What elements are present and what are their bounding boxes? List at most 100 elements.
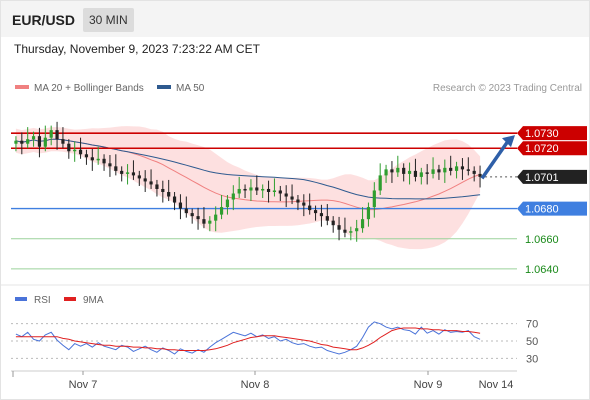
candle-body — [20, 140, 24, 144]
ma50-line — [15, 138, 481, 200]
rsi-legend-swatch — [15, 297, 27, 301]
ma20-legend-swatch — [15, 85, 29, 89]
ma50-legend-swatch — [157, 85, 171, 89]
time-tick-label: Nov 7 — [69, 379, 98, 391]
candle-body — [73, 149, 77, 152]
candle-body — [96, 158, 100, 161]
candle-body — [437, 169, 441, 173]
candle-body — [360, 219, 365, 229]
rsi-tick-70: 70 — [526, 319, 538, 331]
candle-body — [290, 196, 294, 200]
candle-body — [184, 208, 188, 214]
candle-body — [249, 187, 253, 191]
level-1-0640-label: 1.0640 — [525, 264, 559, 276]
level-1-0720-tag — [517, 141, 587, 156]
candle-body — [478, 173, 482, 177]
symbol-label: EUR/USD — [12, 12, 76, 28]
candle-body — [90, 157, 94, 161]
candle-body — [331, 220, 335, 226]
ma20-legend-label: MA 20 + Bollinger Bands — [34, 83, 144, 94]
chart-header: EUR/USD 30 MIN — [1, 1, 589, 37]
candle-body — [237, 188, 241, 194]
candle-body — [443, 167, 447, 173]
candle-body — [454, 166, 459, 171]
candle-body — [384, 169, 388, 176]
candle-body — [337, 225, 341, 230]
candle-body — [43, 137, 47, 147]
candle-body — [208, 220, 212, 224]
candle-body — [214, 214, 218, 221]
forecast-arrow-shaft — [480, 140, 510, 180]
candle-body — [266, 188, 271, 192]
candle-body — [143, 178, 147, 182]
level-1-0730-tag — [517, 126, 587, 141]
time-tick-label: Nov 9 — [414, 379, 443, 391]
candle-body — [302, 202, 306, 206]
time-tick-label: Nov 14 — [479, 379, 514, 391]
candle-body — [425, 172, 429, 174]
candle-body — [308, 205, 312, 211]
candle-body — [49, 130, 53, 138]
candle-body — [366, 207, 371, 220]
candle-body — [261, 188, 265, 191]
candle-body — [120, 170, 124, 174]
candle-body — [161, 188, 165, 192]
rsi-legend-label: RSI — [34, 295, 51, 306]
level-1-0680-label: 1.0680 — [525, 204, 559, 216]
candle-body — [296, 199, 300, 203]
rsi-ma-legend-label: 9MA — [83, 295, 104, 306]
candle-body — [419, 172, 423, 177]
candle-body — [255, 187, 259, 191]
candle-body — [231, 193, 235, 200]
candle-body — [472, 170, 476, 174]
rsi-line — [15, 321, 481, 355]
candle-body — [355, 228, 359, 232]
candle-body — [413, 170, 418, 177]
candle-body — [78, 149, 83, 155]
candle-body — [378, 175, 382, 191]
candle-body — [219, 207, 224, 215]
candle-body — [31, 136, 36, 140]
candle-body — [449, 167, 453, 171]
candle-body — [202, 219, 206, 224]
bollinger-band — [15, 126, 481, 250]
level-1-0660-label: 1.0660 — [525, 234, 559, 246]
candle-body — [466, 169, 470, 171]
candle-body — [243, 188, 247, 191]
candle-body — [167, 191, 171, 197]
candle-body — [460, 166, 465, 170]
rsi-tick-50: 50 — [526, 336, 538, 348]
timestamp: Thursday, November 9, 2023 7:23:22 AM CE… — [14, 42, 260, 56]
time-tick-label: Nov 8 — [241, 379, 270, 391]
candle-body — [225, 199, 230, 208]
candle-body — [284, 193, 288, 197]
rsi-ma-legend-swatch — [64, 297, 76, 301]
candle-body — [102, 158, 106, 164]
candle-body — [131, 172, 136, 176]
candle-body — [196, 216, 200, 220]
candle-body — [319, 213, 324, 217]
candle-body — [61, 139, 65, 144]
candle-body — [84, 154, 89, 158]
candle-body — [37, 136, 42, 147]
candle-body — [137, 175, 141, 179]
rsi-tick-30: 30 — [526, 353, 538, 365]
candle-body — [325, 216, 329, 221]
candle-body — [14, 140, 18, 144]
candle-body — [372, 190, 376, 208]
candle-body — [278, 190, 282, 194]
candle-body — [349, 231, 353, 233]
current-price-label: 1.0701 — [525, 172, 559, 184]
candle-body — [390, 169, 394, 173]
candle-body — [343, 229, 347, 233]
candle-body — [172, 196, 177, 203]
forecast-arrow-head — [502, 135, 515, 148]
ma50-legend-label: MA 50 — [176, 83, 205, 94]
credit-label: Research © 2023 Trading Central — [433, 83, 582, 94]
level-1-0680-tag — [517, 201, 587, 216]
rsi-ma-line — [15, 327, 481, 351]
candle-body — [108, 163, 112, 167]
interval-button[interactable]: 30 MIN — [83, 8, 134, 32]
candle-body — [190, 213, 194, 217]
